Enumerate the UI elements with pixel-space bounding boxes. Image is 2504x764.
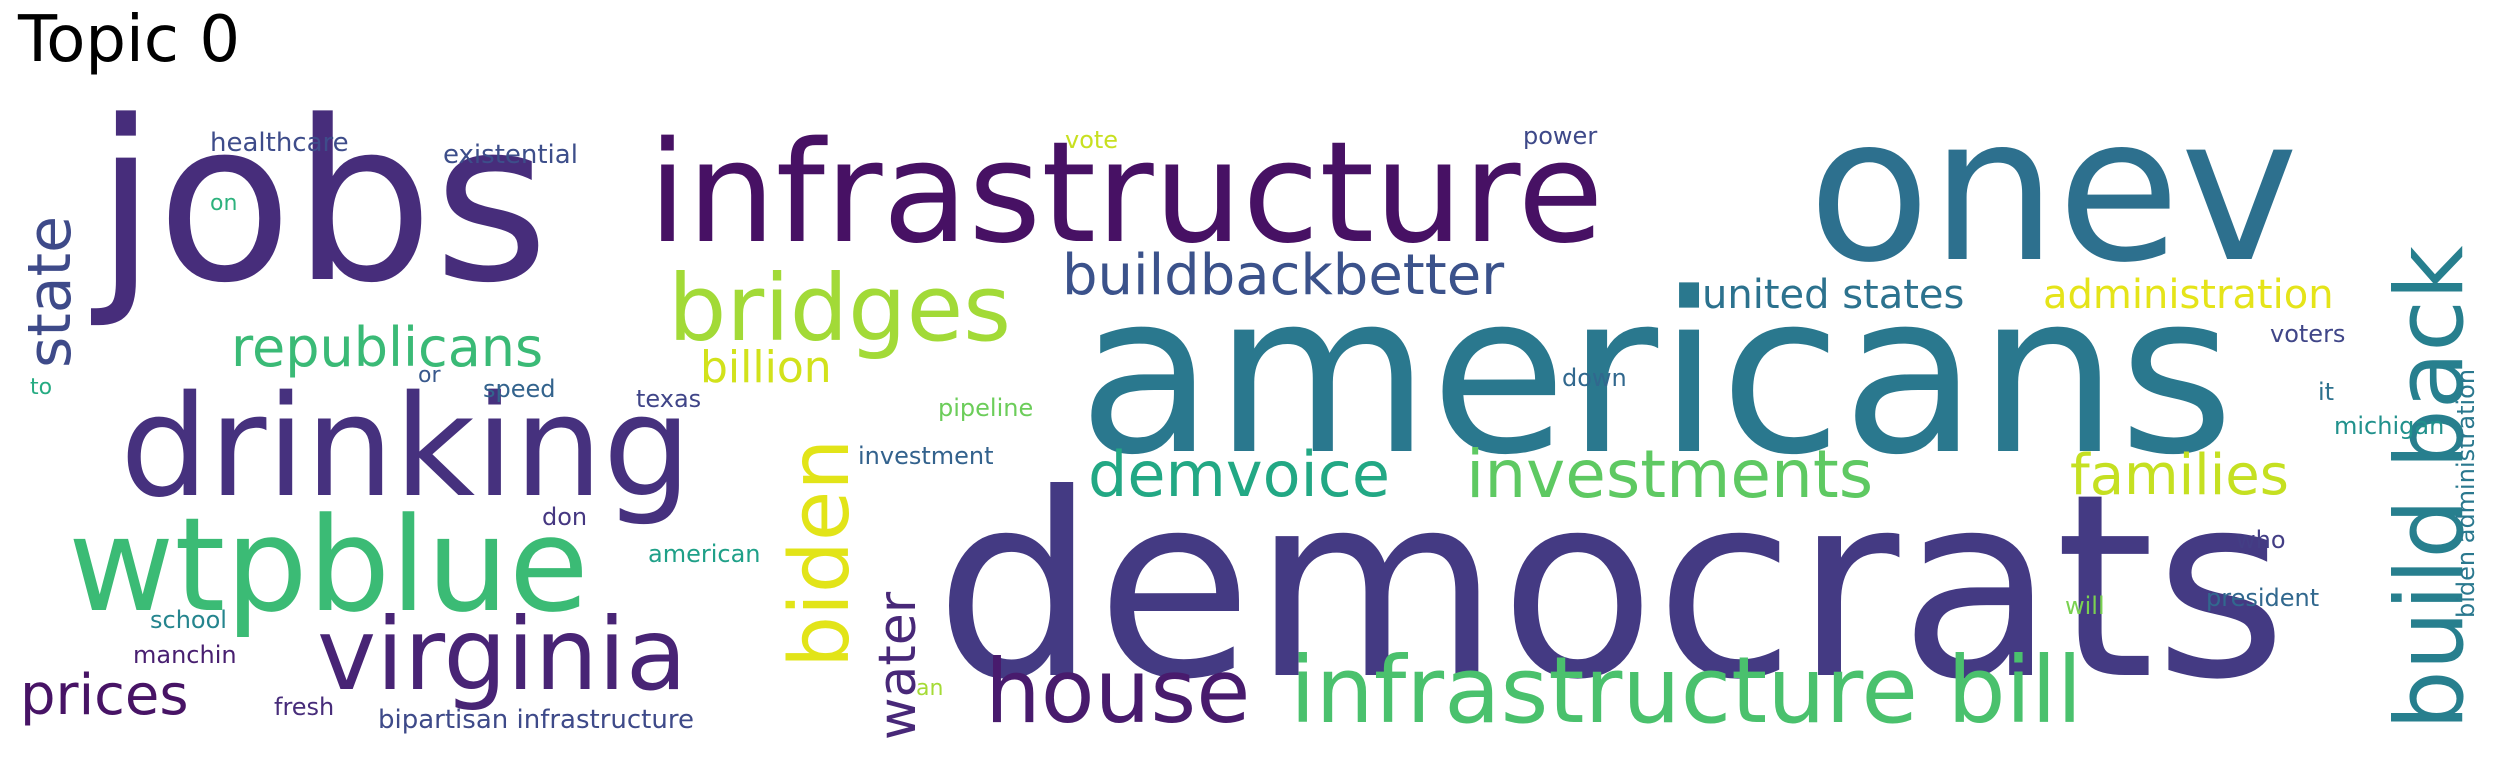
word-an: an bbox=[916, 676, 944, 701]
word-pipeline: pipeline bbox=[938, 394, 1034, 422]
word-voters: voters bbox=[2270, 320, 2346, 348]
word-wtpblue: wtpblue bbox=[68, 489, 589, 641]
word-drinking: drinking bbox=[120, 366, 692, 529]
word-michigan: michigan bbox=[2334, 412, 2445, 440]
word-administration: administration bbox=[2043, 272, 2334, 318]
word-house: house bbox=[985, 640, 1251, 743]
word-billion: billion bbox=[700, 342, 832, 393]
word-prices: prices bbox=[20, 663, 189, 728]
word-united-states: united states bbox=[1702, 272, 1965, 318]
chart-title: Topic 0 bbox=[18, 3, 241, 77]
word-buildbackbetter: buildbackbetter bbox=[1062, 243, 1505, 308]
word-manchin: manchin bbox=[133, 641, 237, 669]
word-families: families bbox=[2070, 443, 2289, 508]
word-onev: onev bbox=[1808, 74, 2299, 307]
word-jobs: jobs bbox=[95, 74, 550, 332]
word-infrastructure: infrastructure bbox=[648, 112, 1604, 275]
word-it: it bbox=[2318, 378, 2335, 406]
word-infrastructure-bill: infrastructure bill bbox=[1290, 637, 2083, 744]
word-to: to bbox=[30, 375, 53, 400]
word-will: will bbox=[2065, 592, 2105, 620]
word-vote: vote bbox=[1065, 126, 1119, 154]
word-don: don bbox=[542, 503, 588, 531]
word-biden-administration: biden administration bbox=[2452, 368, 2480, 618]
word-existential: existential bbox=[443, 140, 578, 170]
word-investments: investments bbox=[1466, 436, 1874, 513]
word-demvoice: demvoice bbox=[1088, 438, 1390, 511]
word-american: american bbox=[648, 540, 761, 568]
word-biden: biden bbox=[773, 438, 868, 668]
word-down: down bbox=[1562, 364, 1627, 392]
word-on: on bbox=[210, 191, 238, 216]
word-water: water bbox=[868, 591, 928, 740]
word-republicans: republicans bbox=[231, 316, 544, 379]
word-virginia: virginia bbox=[317, 596, 688, 713]
word-investment: investment bbox=[858, 442, 994, 470]
word-state: state bbox=[15, 216, 85, 368]
word-or: or bbox=[418, 363, 441, 388]
word-healthcare: healthcare bbox=[210, 128, 349, 158]
word-school: school bbox=[150, 606, 227, 634]
word-speed: speed bbox=[483, 375, 556, 403]
word-bridges: bridges bbox=[668, 255, 1012, 362]
word-texas: texas bbox=[636, 385, 702, 413]
word-president: president bbox=[2206, 584, 2320, 612]
word-americans: americans bbox=[1078, 246, 2235, 504]
word-fresh: fresh bbox=[274, 693, 335, 721]
word-democrats: democrats bbox=[935, 439, 2287, 735]
word-bipartisan-infrastructure: bipartisan infrastructure bbox=[378, 705, 694, 735]
word-who: who bbox=[2236, 526, 2286, 554]
word-power: power bbox=[1523, 122, 1598, 150]
